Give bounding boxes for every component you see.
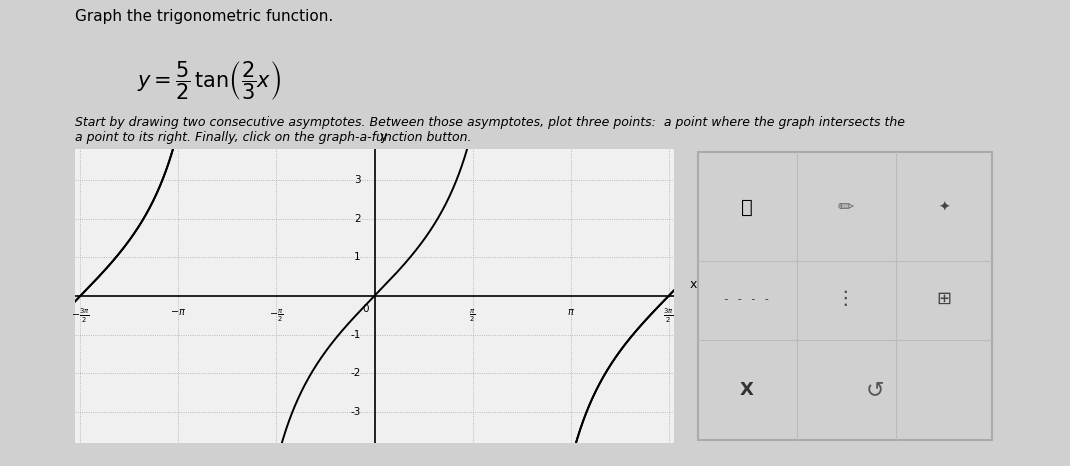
- Text: ⊞: ⊞: [936, 290, 951, 308]
- Text: 1: 1: [354, 252, 361, 262]
- Text: $\frac{\pi}{2}$: $\frac{\pi}{2}$: [470, 307, 476, 323]
- Text: $\pi$: $\pi$: [567, 307, 575, 317]
- Text: x: x: [690, 278, 697, 291]
- Text: -2: -2: [350, 368, 361, 378]
- Text: $\frac{3\pi}{2}$: $\frac{3\pi}{2}$: [663, 307, 674, 325]
- Text: $-\frac{\pi}{2}$: $-\frac{\pi}{2}$: [270, 307, 284, 323]
- Text: 2: 2: [354, 213, 361, 224]
- Text: Graph the trigonometric function.: Graph the trigonometric function.: [75, 9, 333, 24]
- Text: Start by drawing two consecutive asymptotes. Between those asymptotes, plot thre: Start by drawing two consecutive asympto…: [75, 116, 905, 144]
- Text: 0: 0: [362, 304, 368, 315]
- Text: y: y: [380, 130, 387, 144]
- Text: $-\frac{3\pi}{2}$: $-\frac{3\pi}{2}$: [71, 307, 90, 325]
- Text: ✏: ✏: [837, 199, 854, 217]
- Text: 🧹: 🧹: [740, 199, 752, 217]
- Text: X: X: [739, 381, 753, 399]
- Text: ✦: ✦: [938, 201, 950, 215]
- Text: - - - -: - - - -: [723, 294, 770, 304]
- Text: $-\pi$: $-\pi$: [170, 307, 186, 317]
- Text: -3: -3: [350, 407, 361, 417]
- Text: 3: 3: [354, 175, 361, 185]
- Text: $y = \dfrac{5}{2}\,\tan\!\left(\dfrac{2}{3}x\right)$: $y = \dfrac{5}{2}\,\tan\!\left(\dfrac{2}…: [137, 59, 281, 102]
- Text: ⋮: ⋮: [836, 289, 855, 308]
- Text: ↺: ↺: [866, 380, 885, 400]
- Text: -1: -1: [350, 329, 361, 340]
